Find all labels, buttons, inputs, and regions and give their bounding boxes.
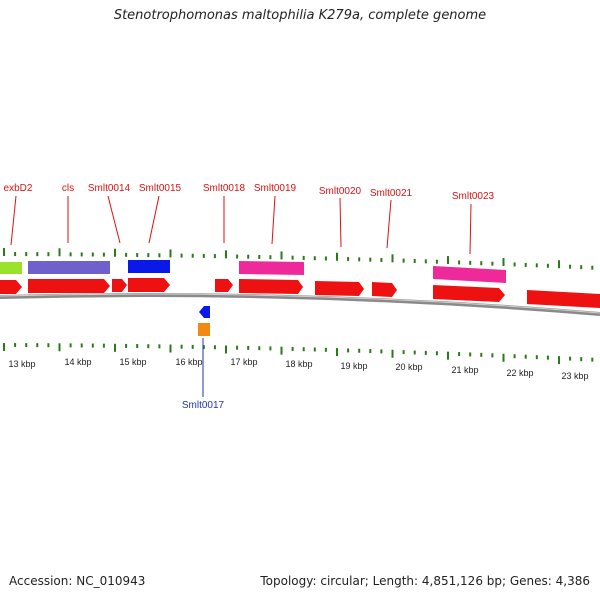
gene-label-cls[interactable]: cls [62, 183, 74, 194]
forward-gene-track [0, 278, 600, 308]
scale-tick-label: 22 kbp [506, 368, 533, 378]
gene-arrow[interactable] [28, 279, 110, 293]
genome-backbone-highlight [0, 293, 600, 314]
gene-arrow[interactable] [315, 281, 364, 296]
gene-label-smlt0023[interactable]: Smlt0023 [452, 191, 495, 202]
scale-tick-label: 20 kbp [395, 362, 422, 372]
scale-tick-label: 15 kbp [119, 357, 146, 367]
lower-tick-track [3, 343, 594, 365]
genome-backbone [0, 293, 600, 316]
scale-tick-label: 16 kbp [175, 357, 202, 367]
map-title: Stenotrophomonas maltophilia K279a, comp… [113, 8, 487, 23]
gene-arrow[interactable] [433, 285, 505, 302]
gene-label-smlt0021[interactable]: Smlt0021 [370, 188, 413, 199]
gene-arrow[interactable] [215, 279, 233, 292]
feature-block-slate-blue[interactable] [28, 261, 110, 274]
gene-label-smlt0019[interactable]: Smlt0019 [254, 183, 297, 194]
scale-tick-label: 23 kbp [561, 371, 588, 381]
upper-tick-track [3, 248, 594, 270]
gene-label-smlt0017[interactable]: Smlt0017 [182, 400, 225, 411]
gene-label-smlt0015[interactable]: Smlt0015 [139, 183, 182, 194]
gene-label-smlt0014[interactable]: Smlt0014 [88, 183, 131, 194]
gene-label-exbd2[interactable]: exbD2 [4, 183, 33, 194]
gene-label-smlt0018[interactable]: Smlt0018 [203, 183, 246, 194]
scale-tick-label: 21 kbp [451, 365, 478, 375]
gene-arrow[interactable] [527, 290, 600, 308]
feature-block-pink-2[interactable] [433, 266, 506, 283]
gene-arrow[interactable] [112, 279, 127, 292]
reverse-feature-block-orange[interactable] [198, 323, 210, 336]
feature-block-pink-1[interactable] [239, 261, 304, 275]
gene-label-smlt0020[interactable]: Smlt0020 [319, 186, 362, 197]
reverse-gene-arrow-blue[interactable] [199, 306, 210, 318]
scale-tick-label: 19 kbp [340, 361, 367, 371]
feature-block-green[interactable] [0, 262, 22, 274]
gene-arrow[interactable] [128, 278, 170, 292]
gene-arrow[interactable] [239, 279, 303, 294]
feature-block-blue[interactable] [128, 260, 170, 273]
scale-tick-label: 17 kbp [230, 357, 257, 367]
scale-tick-label: 13 kbp [8, 359, 35, 369]
label-leaders [10, 195, 472, 255]
scale-tick-label: 18 kbp [285, 359, 312, 369]
genome-summary-text: Topology: circular; Length: 4,851,126 bp… [260, 574, 590, 588]
scale-tick-label: 14 kbp [64, 357, 91, 367]
gene-arrow[interactable] [0, 280, 22, 294]
accession-text: Accession: NC_010943 [9, 574, 146, 588]
gene-arrow[interactable] [372, 282, 397, 297]
